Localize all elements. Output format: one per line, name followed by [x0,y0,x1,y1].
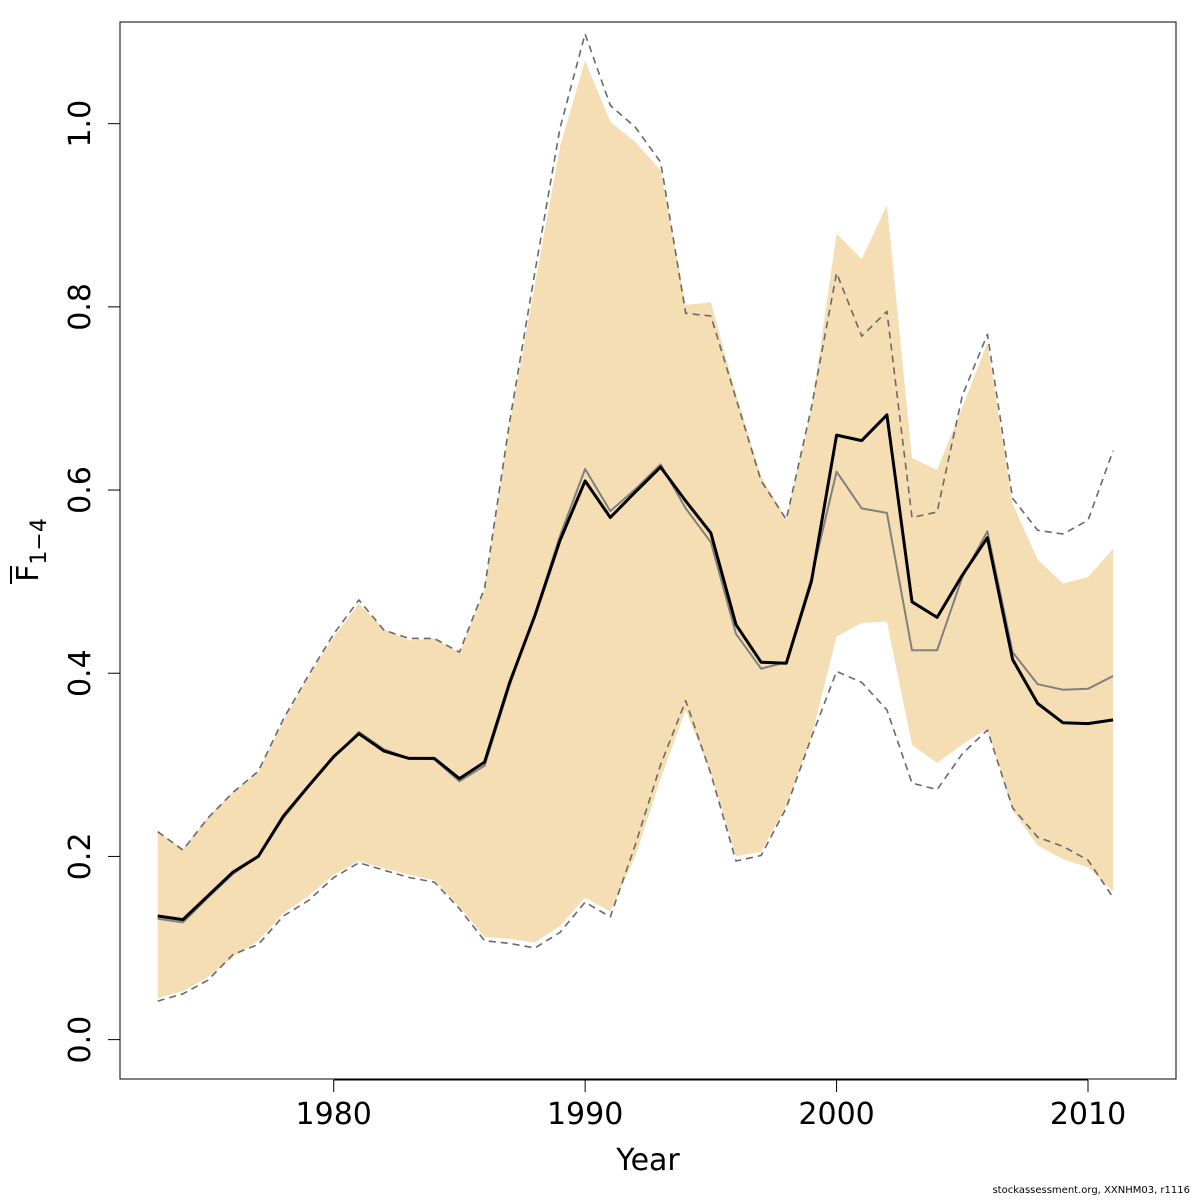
y-tick-label: 0.0 [63,1016,98,1064]
y-tick-label: 0.8 [63,283,98,331]
x-tick-label: 1990 [547,1097,623,1132]
y-axis-title-subscript: 1−4 [27,518,52,564]
y-tick-label: 0.2 [63,833,98,881]
y-tick-label: 1.0 [63,100,98,148]
y-tick-label: 0.4 [63,649,98,697]
y-axis-title: F1−4 [10,518,52,584]
footnote: stockassessment.org, XXNHM03, r1116 [992,1185,1190,1196]
y-axis: 0.0 0.2 0.4 0.6 0.8 1.0 [63,100,121,1064]
lines-layer [157,33,1114,1002]
estimate-line [157,413,1114,922]
y-tick-label: 0.6 [63,466,98,514]
x-axis-title: Year [615,1143,680,1178]
confidence-band [157,60,1114,999]
x-tick-label: 2000 [798,1097,874,1132]
previous-upper-ci-line [157,33,1114,851]
previous-lower-ci-line [157,670,1114,1002]
x-tick-label: 1980 [296,1097,372,1132]
x-tick-label: 2010 [1050,1097,1126,1132]
confidence-band-layer [157,60,1114,999]
x-axis: 1980 1990 2000 2010 [296,1079,1126,1132]
y-axis-title-main: F [11,565,46,582]
svg-text:F1−4: F1−4 [11,518,52,582]
